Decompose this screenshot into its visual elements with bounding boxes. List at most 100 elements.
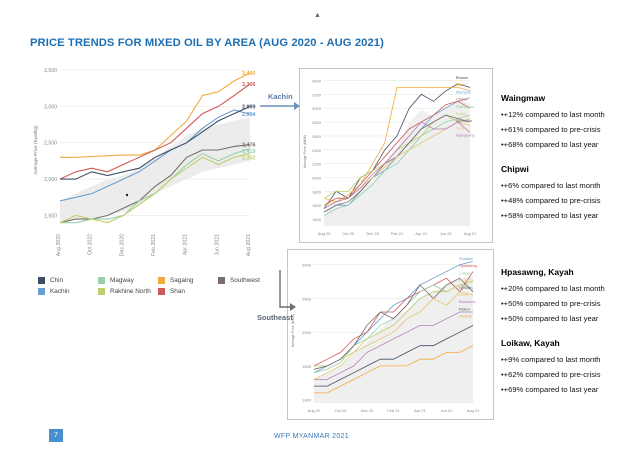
- series-end-label: Bawlakhe: [459, 300, 475, 304]
- bullet-line: •+12% compared to last month: [501, 110, 605, 119]
- legend-label: Magway: [110, 277, 134, 284]
- y-tick-label: 2400: [312, 148, 322, 153]
- legend-item-southwest: Southwest: [218, 277, 260, 284]
- y-tick-label: 2000: [312, 175, 322, 180]
- x-tick-label: Aug 2021: [246, 234, 252, 256]
- bullet-line: •+20% compared to last month: [501, 284, 605, 293]
- end-value-label: 2,352: [242, 155, 256, 161]
- end-value-label: 3,460: [242, 71, 256, 77]
- series-end-label: Bhamo: [456, 76, 468, 80]
- series-end-label: Hpasawng: [459, 264, 477, 268]
- series-line-chin: [60, 105, 251, 180]
- hpasawng-block: Hpasawng, Kayah •+20% compared to last m…: [501, 267, 636, 323]
- y-tick-label: 2,000: [44, 177, 57, 183]
- legend-label: Sagaing: [170, 277, 194, 284]
- bullet-line: •+58% compared to last year: [501, 211, 599, 220]
- main-price-chart: 1,500 2,000 2,500 3,000 3,500 Average Price (…: [33, 68, 256, 256]
- x-tick-label: Aug 20: [308, 408, 321, 413]
- series-end-label: Putao: [456, 112, 466, 116]
- marker-dot: [125, 193, 129, 197]
- series-line-pekon: [314, 325, 474, 387]
- legend-swatch: [98, 288, 105, 295]
- y-tick-label: 2500: [302, 296, 312, 301]
- kachin-arrow-label: Kachin: [268, 92, 293, 101]
- y-tick-label: 1600: [312, 203, 322, 208]
- x-tick-label: Aug 21: [467, 408, 480, 413]
- series-end-label: Shadaw: [459, 257, 473, 261]
- legend-label: Rakhine North: [110, 288, 151, 295]
- series-line-kachin: [59, 109, 251, 202]
- loikaw-block: Loikaw, Kayah •+9% compared to last mont…: [501, 338, 636, 394]
- x-tick-label: Feb 21: [387, 408, 400, 413]
- y-tick-label: 1400: [312, 217, 322, 222]
- y-axis-label: Average Price (MMK): [291, 314, 295, 347]
- southeast-township-chart: 1000 1500 2000 2500 3000 Average Price (MMK) A…: [291, 257, 480, 413]
- series-line-mese: [313, 291, 474, 380]
- series-line-injangyang: [323, 121, 471, 210]
- x-tick-label: Aug 21: [464, 231, 477, 236]
- series-end-label: Pekon: [459, 307, 470, 311]
- legend-swatch: [38, 277, 45, 284]
- series-end-label: Loikaw: [459, 271, 471, 275]
- legend-swatch: [158, 277, 165, 284]
- connector-arrows: [260, 102, 300, 311]
- series-end-label: Injangyang: [456, 134, 475, 138]
- chart-legend: Chin Magway Sagaing Southwest Kachin Rakhine …: [38, 277, 278, 301]
- kachin-township-chart: 1400 1600 1800 2000 2200 2400 2600 2800 3000 3200…: [303, 76, 477, 236]
- waingmaw-block: Waingmaw •+12% compared to last month •+…: [501, 93, 636, 149]
- series-end-label: Demoso: [459, 279, 473, 283]
- bullet-line: •+50% compared to pre-crisis: [501, 299, 601, 308]
- series-line-shan: [59, 83, 251, 180]
- y-axis-label: Average Price (Kyat/kg): [33, 125, 38, 175]
- up-arrow-icon: ▲: [314, 12, 321, 19]
- legend-label: Chin: [50, 277, 64, 284]
- bullet-line: •+68% compared to last year: [501, 140, 599, 149]
- southeast-arrow: [279, 270, 290, 308]
- range-band: [60, 117, 250, 223]
- bullet-line: •+6% compared to last month: [501, 181, 601, 190]
- series-end-label: Waingmaw: [456, 105, 475, 109]
- x-tick-label: Dec 20: [361, 408, 374, 413]
- y-tick-label: 2000: [302, 330, 312, 335]
- series-line-waingmaw: [323, 114, 471, 216]
- x-tick-label: Jun 2021: [214, 234, 220, 255]
- x-tick-label: Jun 21: [440, 408, 453, 413]
- series-end-label: Hpruso: [459, 286, 471, 290]
- series-end-label: Mansi: [456, 83, 466, 87]
- footer-text: WFP MYANMAR 2021: [274, 433, 349, 440]
- x-tick-label: Apr 21: [414, 408, 427, 413]
- x-tick-label: Feb 21: [391, 231, 404, 236]
- y-tick-label: 3400: [312, 78, 322, 83]
- y-tick-label: 3200: [312, 92, 322, 97]
- legend-item-magway: Magway: [98, 277, 134, 284]
- series-line-hpasawng: [313, 271, 474, 367]
- end-value-label: 2,476: [242, 142, 256, 148]
- series-end-label: Myitkyina: [456, 119, 473, 123]
- end-value-label: 3,306: [242, 82, 256, 88]
- y-tick-label: 1500: [302, 364, 312, 369]
- bullet-line: •+69% compared to last year: [501, 385, 599, 394]
- series-line-hpruso: [313, 277, 474, 370]
- y-tick-label: 2,500: [44, 141, 57, 147]
- x-tick-label: Dec 2020: [119, 234, 125, 256]
- y-tick-label: 2800: [312, 120, 322, 125]
- y-tick-label: 2200: [312, 162, 322, 167]
- end-value-label: 2,999: [242, 104, 256, 110]
- legend-swatch: [218, 277, 225, 284]
- y-axis-label: Average Price (MMK): [303, 135, 307, 168]
- southeast-arrow-head: [290, 303, 296, 311]
- series-end-label: Mese: [459, 293, 468, 297]
- legend-label: Southwest: [230, 277, 260, 284]
- bullet-line: •+48% compared to pre-crisis: [501, 196, 601, 205]
- kachin-arrow-head: [294, 102, 300, 110]
- page-number: 7: [49, 429, 63, 442]
- series-end-label: Tanai: [456, 126, 465, 130]
- range-band: [314, 275, 473, 403]
- region-heading: Hpasawng, Kayah: [501, 267, 574, 277]
- y-tick-label: 3000: [302, 263, 312, 268]
- end-value-label: 2,419: [242, 149, 256, 155]
- southeast-arrow-label: Southeast: [257, 313, 293, 322]
- x-tick-label: Dec 20: [366, 231, 379, 236]
- series-line-ywathit: [314, 345, 474, 394]
- legend-swatch: [158, 288, 165, 295]
